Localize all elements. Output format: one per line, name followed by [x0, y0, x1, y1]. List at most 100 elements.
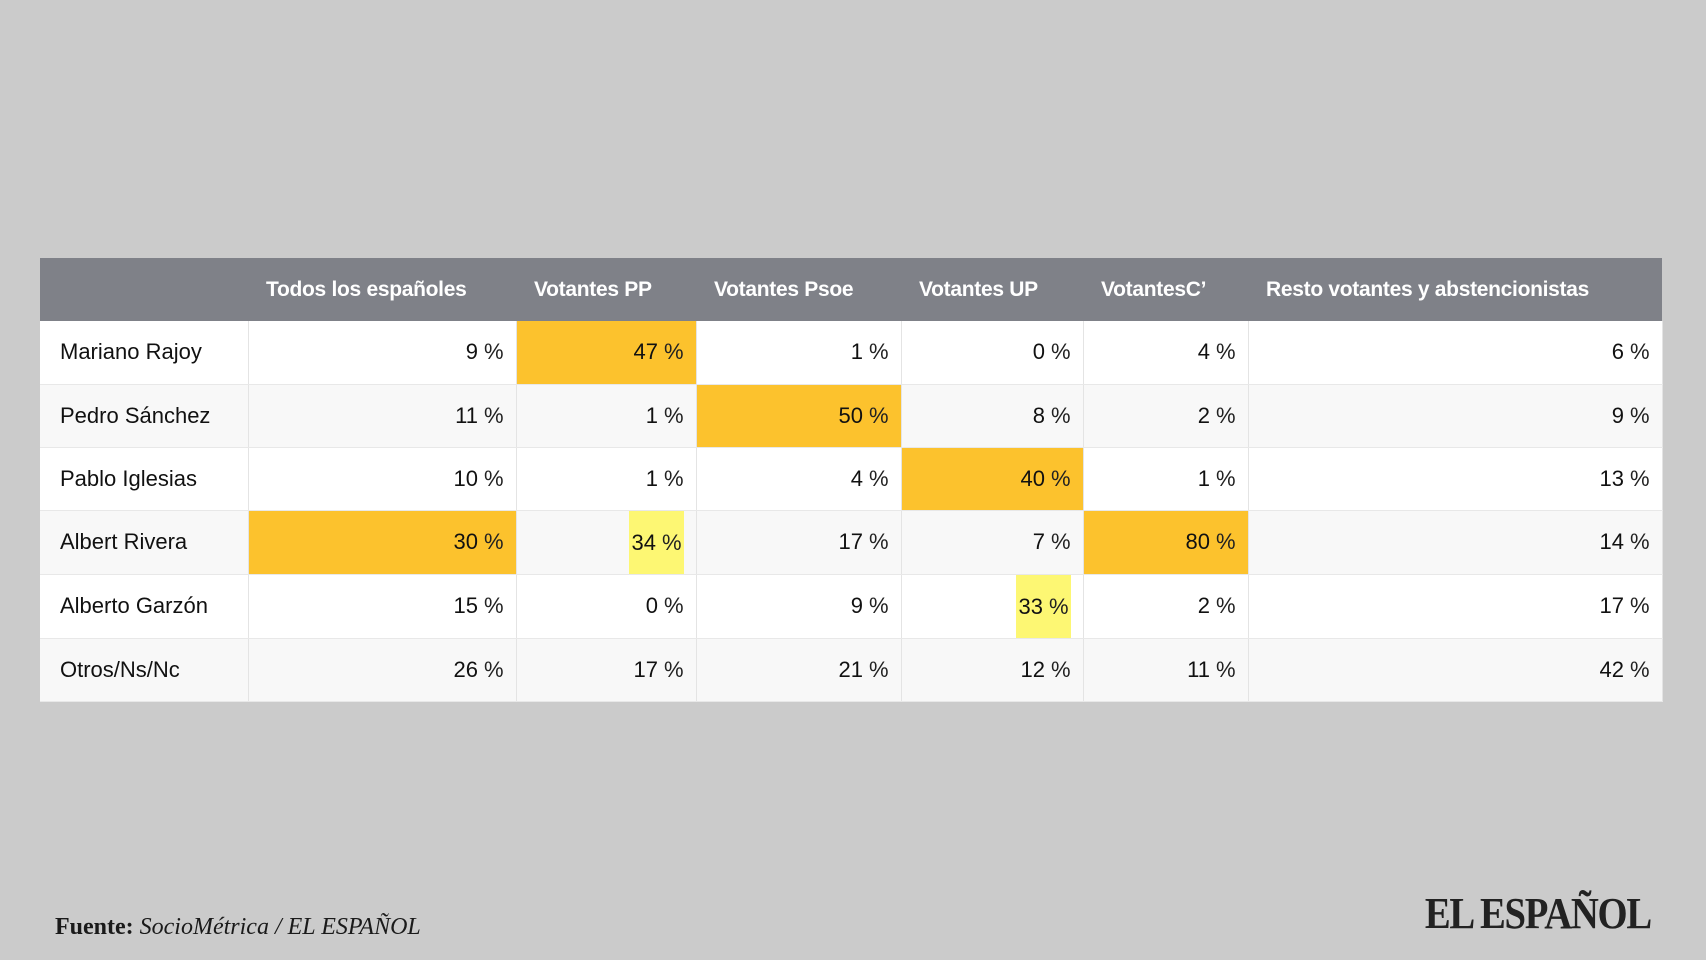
value-cell: 14% — [1248, 510, 1663, 575]
value-text: 1% — [1198, 466, 1236, 491]
value-number: 14 — [1599, 529, 1624, 554]
value-unit: % — [663, 593, 684, 618]
value-cell: 9% — [696, 574, 902, 639]
table-body: Mariano Rajoy 9% 47% 1% 0% 4% 6% Pedro Sánchez 1… — [40, 321, 1663, 702]
value-unit: % — [1629, 465, 1650, 491]
value-number: 21 — [838, 656, 863, 682]
value-unit: % — [1629, 656, 1650, 682]
value-text: 4% — [851, 466, 889, 491]
column-header: Votantes Psoe — [696, 258, 901, 321]
value-unit: % — [663, 465, 684, 491]
value-cell: 17% — [696, 510, 902, 575]
value-cell: 13% — [1248, 447, 1663, 511]
value-cell: 42% — [1248, 638, 1663, 702]
row-label: Alberto Garzón — [40, 574, 249, 639]
row-label: Albert Rivera — [40, 510, 249, 575]
column-header: Votantes UP — [901, 258, 1083, 321]
value-number: 2 — [1197, 593, 1210, 618]
value-cell: 10% — [248, 447, 517, 511]
value-cell: 47% — [516, 321, 697, 385]
value-text: 2% — [1198, 403, 1236, 428]
value-unit: % — [1050, 465, 1071, 491]
table-row: Alberto Garzón 15% 0% 9% 33% 2% 17% — [40, 574, 1663, 639]
table-header-row: Todos los españoles Votantes PP Votantes P… — [40, 258, 1662, 321]
value-number: 15 — [453, 593, 478, 618]
value-text: 2% — [1198, 593, 1236, 618]
value-text: 9% — [466, 339, 504, 364]
table-row: Albert Rivera 30% 34% 17% 7% 80% 14% — [40, 510, 1663, 575]
value-cell: 11% — [1083, 638, 1249, 702]
value-text: 17% — [633, 657, 683, 682]
value-cell: 17% — [516, 638, 697, 702]
value-unit: % — [1215, 465, 1236, 491]
value-number: 33 — [1018, 593, 1043, 619]
value-unit: % — [868, 656, 889, 682]
value-number: 80 — [1185, 529, 1210, 554]
value-unit: % — [483, 593, 504, 618]
value-cell: 17% — [1248, 574, 1663, 639]
value-cell: 26% — [248, 638, 517, 702]
value-text: 42% — [1599, 657, 1649, 682]
value-unit: % — [1215, 593, 1236, 618]
value-number: 34 — [631, 529, 656, 555]
value-text: 17% — [1599, 593, 1649, 618]
value-text: 4% — [1198, 339, 1236, 364]
value-cell: 0% — [516, 574, 697, 639]
value-text: 11% — [455, 403, 503, 428]
row-label: Mariano Rajoy — [40, 321, 249, 385]
value-unit: % — [1629, 593, 1650, 618]
value-text: 17% — [838, 529, 888, 554]
value-number: 6 — [1611, 339, 1624, 365]
table-row: Pablo Iglesias 10% 1% 4% 40% 1% 13% — [40, 447, 1663, 511]
value-text: 21% — [838, 657, 888, 682]
value-text: 7% — [1033, 529, 1071, 554]
value-unit: % — [1050, 402, 1071, 428]
value-text: 40% — [1020, 466, 1070, 491]
value-cell: 4% — [1083, 321, 1249, 385]
value-unit: % — [483, 529, 504, 554]
value-cell: 9% — [248, 321, 517, 385]
value-cell: 2% — [1083, 384, 1249, 448]
value-number: 7 — [1032, 529, 1045, 554]
value-cell: 30% — [248, 510, 517, 575]
value-unit: % — [868, 465, 889, 491]
value-cell: 1% — [516, 384, 697, 448]
value-unit: % — [1048, 593, 1069, 619]
value-number: 50 — [838, 402, 863, 428]
value-text: 13% — [1599, 466, 1649, 491]
value-number: 0 — [645, 593, 658, 618]
el-espanol-logo: EL ESPAÑOL — [1424, 889, 1652, 938]
value-cell: 1% — [1083, 447, 1249, 511]
value-cell: 1% — [516, 447, 697, 511]
value-text: 12% — [1020, 657, 1070, 682]
column-header: Resto votantes y abstencionistas — [1248, 258, 1662, 321]
value-cell: 2% — [1083, 574, 1249, 639]
value-unit: % — [1215, 339, 1236, 365]
value-unit: % — [1629, 339, 1650, 365]
value-cell: 34% — [516, 510, 697, 575]
value-unit: % — [1050, 656, 1071, 682]
source-text: SocioMétrica / EL ESPAÑOL — [139, 914, 421, 940]
column-header: VotantesC’ — [1083, 258, 1248, 321]
value-text: 14% — [1599, 529, 1649, 554]
value-unit: % — [868, 339, 889, 365]
value-number: 17 — [838, 529, 863, 554]
value-unit: % — [1050, 339, 1071, 365]
results-table-container: Todos los españoles Votantes PP Votantes P… — [40, 258, 1663, 702]
table-row: Otros/Ns/Nc 26% 17% 21% 12% 11% 42% — [40, 638, 1663, 702]
value-cell: 11% — [248, 384, 517, 448]
value-text: 34% — [629, 510, 684, 574]
value-cell: 8% — [901, 384, 1084, 448]
value-text: 10% — [453, 466, 503, 491]
value-cell: 80% — [1083, 510, 1249, 575]
value-number: 13 — [1599, 465, 1624, 491]
value-text: 26% — [453, 657, 503, 682]
value-unit: % — [868, 593, 889, 618]
row-label: Pablo Iglesias — [40, 447, 249, 511]
value-text: 50% — [838, 403, 888, 428]
value-cell: 40% — [901, 447, 1084, 511]
value-text: 6% — [1612, 339, 1650, 364]
value-number: 8 — [1032, 402, 1045, 428]
header-corner-cell — [40, 258, 248, 321]
value-unit: % — [483, 339, 504, 365]
